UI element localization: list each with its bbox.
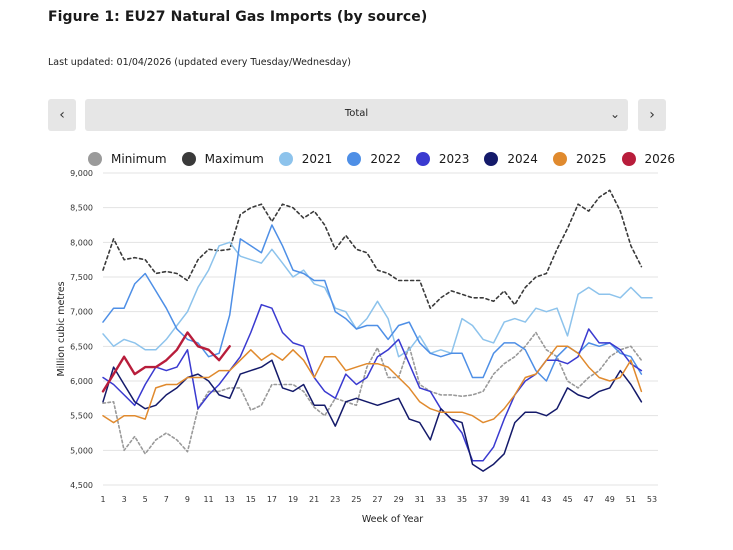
chevron-down-icon: ⌄ bbox=[609, 107, 620, 121]
x-tick-label: 5 bbox=[143, 495, 148, 504]
source-select-value: Total bbox=[344, 108, 369, 119]
x-tick-label: 1 bbox=[100, 495, 105, 504]
legend-label: 2026 bbox=[644, 152, 676, 166]
x-tick-label: 11 bbox=[203, 495, 213, 504]
legend-label: Minimum bbox=[111, 152, 167, 166]
x-tick-label: 19 bbox=[288, 495, 298, 504]
legend-dot-icon bbox=[278, 152, 293, 166]
legend-dot-icon bbox=[88, 152, 102, 166]
x-tick-label: 33 bbox=[436, 495, 446, 504]
legend-label: Maximum bbox=[204, 152, 264, 166]
legend-item-2026[interactable]: 2026 bbox=[621, 152, 676, 166]
series-line-2023 bbox=[102, 303, 643, 462]
x-tick-label: 53 bbox=[647, 495, 657, 504]
y-tick-label: 5,000 bbox=[70, 446, 93, 455]
previous-source-button[interactable]: ‹ bbox=[48, 99, 76, 131]
x-tick-label: 47 bbox=[584, 495, 594, 504]
x-tick-label: 23 bbox=[330, 495, 340, 504]
x-axis-title: Week of Year bbox=[362, 514, 423, 525]
legend-item-minimum[interactable]: Minimum bbox=[88, 152, 167, 166]
legend-label: 2022 bbox=[370, 152, 401, 166]
x-tick-label: 43 bbox=[541, 495, 551, 504]
x-tick-label: 37 bbox=[478, 495, 488, 504]
x-tick-label: 41 bbox=[520, 495, 530, 504]
y-axis-title: Million cubic metres bbox=[56, 281, 67, 376]
y-tick-label: 6,500 bbox=[70, 342, 93, 351]
x-tick-label: 39 bbox=[499, 495, 509, 504]
x-tick-label: 13 bbox=[225, 495, 235, 504]
legend-dot-icon bbox=[552, 152, 567, 166]
series-line-minimum bbox=[102, 331, 643, 455]
legend-dot-icon bbox=[181, 152, 196, 166]
legend-item-maximum[interactable]: Maximum bbox=[181, 152, 264, 166]
x-tick-label: 49 bbox=[605, 495, 615, 504]
y-tick-label: 8,500 bbox=[70, 204, 93, 213]
legend-item-2023[interactable]: 2023 bbox=[415, 152, 470, 166]
series-line-maximum bbox=[102, 189, 643, 310]
legend-dot-icon bbox=[415, 152, 430, 166]
y-tick-label: 5,500 bbox=[70, 412, 93, 421]
y-tick-label: 7,000 bbox=[70, 308, 93, 317]
legend-dot-icon bbox=[484, 152, 499, 166]
legend-dot-icon bbox=[347, 152, 362, 166]
series-line-2024 bbox=[102, 359, 643, 472]
y-tick-label: 7,500 bbox=[70, 273, 93, 282]
next-source-button[interactable]: › bbox=[638, 99, 666, 131]
legend-item-2022[interactable]: 2022 bbox=[347, 152, 401, 166]
chart-title: Figure 1: EU27 Natural Gas Imports (by s… bbox=[48, 9, 428, 25]
x-tick-label: 35 bbox=[457, 495, 467, 504]
chart-legend: Minimum Maximum 2021 2022 2023 2024 2025 2026 bbox=[88, 150, 690, 168]
x-tick-label: 15 bbox=[246, 495, 256, 504]
x-tick-label: 25 bbox=[351, 495, 361, 504]
legend-label: 2024 bbox=[507, 152, 538, 166]
y-tick-label: 6,000 bbox=[70, 377, 93, 386]
series-line-2025 bbox=[102, 345, 643, 424]
legend-item-2024[interactable]: 2024 bbox=[484, 152, 538, 166]
y-tick-label: 8,000 bbox=[70, 238, 93, 247]
y-tick-label: 4,500 bbox=[70, 481, 93, 490]
chevron-left-icon: ‹ bbox=[59, 107, 65, 123]
x-tick-label: 9 bbox=[185, 495, 190, 504]
source-select[interactable]: Total ⌄ bbox=[85, 99, 628, 131]
y-tick-label: 9,000 bbox=[70, 169, 93, 178]
legend-label: 2025 bbox=[575, 152, 607, 166]
legend-item-2021[interactable]: 2021 bbox=[278, 152, 333, 166]
legend-label: 2021 bbox=[301, 152, 333, 166]
x-tick-label: 31 bbox=[415, 495, 425, 504]
legend-label: 2023 bbox=[438, 152, 470, 166]
x-tick-label: 45 bbox=[562, 495, 572, 504]
x-tick-label: 17 bbox=[267, 495, 277, 504]
series-line-2021 bbox=[102, 241, 653, 358]
x-tick-label: 3 bbox=[122, 495, 127, 504]
x-tick-label: 21 bbox=[309, 495, 319, 504]
x-tick-label: 29 bbox=[394, 495, 404, 504]
x-tick-label: 27 bbox=[372, 495, 382, 504]
x-tick-label: 7 bbox=[164, 495, 169, 504]
legend-dot-icon bbox=[621, 152, 636, 166]
last-updated-text: Last updated: 01/04/2026 (updated every … bbox=[48, 57, 351, 68]
series-line-2026 bbox=[101, 331, 231, 393]
x-tick-label: 51 bbox=[626, 495, 636, 504]
legend-item-2025[interactable]: 2025 bbox=[552, 152, 607, 166]
chevron-right-icon: › bbox=[649, 107, 655, 123]
